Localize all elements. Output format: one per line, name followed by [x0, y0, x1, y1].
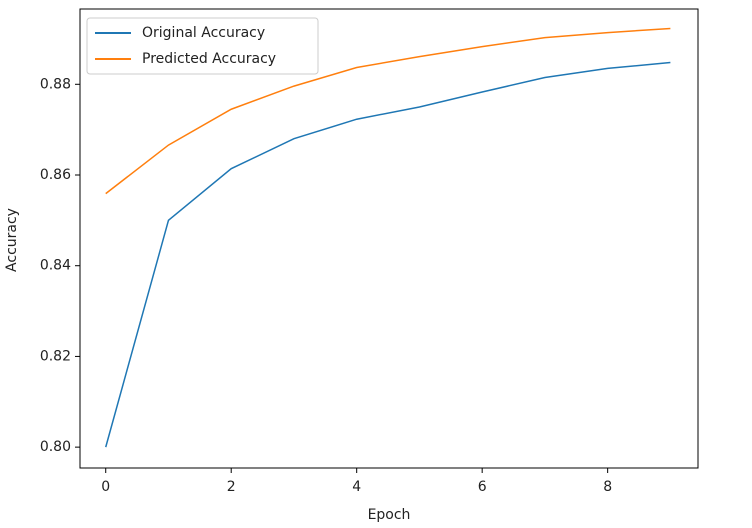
line-series — [105, 27, 671, 195]
plot-frame — [79, 8, 699, 469]
y-tick-label: 0.88 — [40, 76, 71, 92]
y-tick-label: 0.84 — [40, 258, 71, 274]
x-tick-label: 0 — [101, 479, 110, 495]
legend-label: Predicted Accuracy — [142, 51, 276, 67]
legend-box — [86, 17, 319, 75]
x-tick-label: 4 — [352, 479, 361, 495]
y-tick-label: 0.86 — [40, 167, 71, 183]
x-tick-label: 6 — [478, 479, 487, 495]
y-tick-label: 0.80 — [40, 439, 71, 455]
x-tick-label: 2 — [227, 479, 236, 495]
line-series — [105, 61, 671, 448]
x-tick-label: 8 — [603, 479, 612, 495]
y-tick-label: 0.82 — [40, 348, 71, 364]
legend-label: Original Accuracy — [142, 25, 265, 41]
x-axis-label: Epoch — [368, 507, 411, 523]
y-axis-label: Accuracy — [4, 208, 20, 272]
